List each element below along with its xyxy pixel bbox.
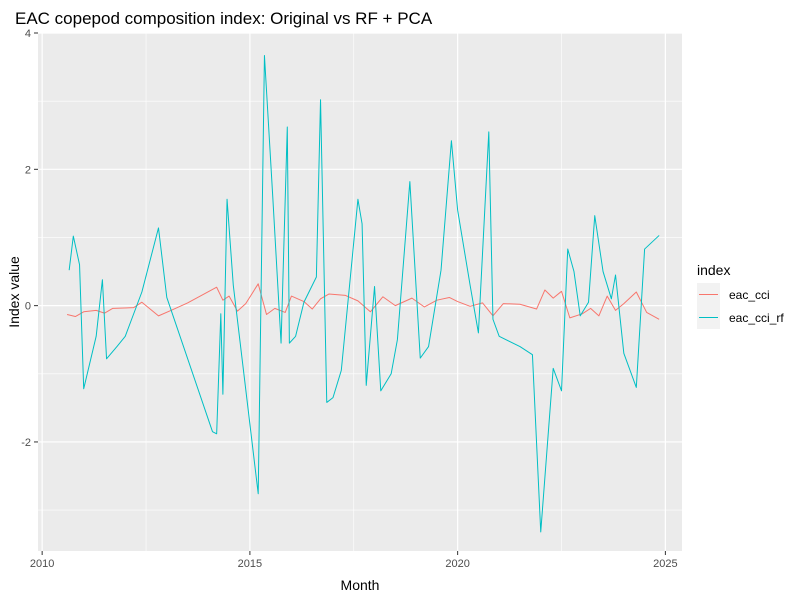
legend-title: index	[697, 262, 730, 278]
y-tick-label: -2	[21, 437, 31, 449]
major-gridlines	[38, 32, 682, 551]
legend-label-eac-cci: eac_cci	[729, 288, 770, 302]
y-tick-label: 2	[25, 164, 31, 176]
x-axis-title: Month	[341, 577, 380, 593]
chart-title: EAC copepod composition index: Original …	[15, 9, 433, 28]
series-line-eac-cci-rf	[68, 54, 660, 533]
legend-label-eac-cci-rf: eac_cci_rf	[729, 311, 784, 325]
legend: index eac_cci eac_cci_rf	[697, 262, 784, 329]
x-tick-label: 2010	[30, 558, 54, 570]
x-tick-label: 2025	[653, 558, 677, 570]
y-tick-label: 4	[25, 28, 31, 40]
series-layer	[66, 54, 660, 533]
plot-panel	[38, 33, 682, 551]
x-tick-label: 2020	[445, 558, 469, 570]
y-tick-label: 0	[25, 301, 31, 313]
minor-gridlines	[38, 33, 682, 551]
y-axis-title: Index value	[6, 256, 22, 328]
x-tick-label: 2015	[238, 558, 262, 570]
x-axis-ticks: 2010 2015 2020 2025	[30, 551, 678, 570]
y-axis-ticks: -2 0 2 4	[21, 28, 38, 449]
